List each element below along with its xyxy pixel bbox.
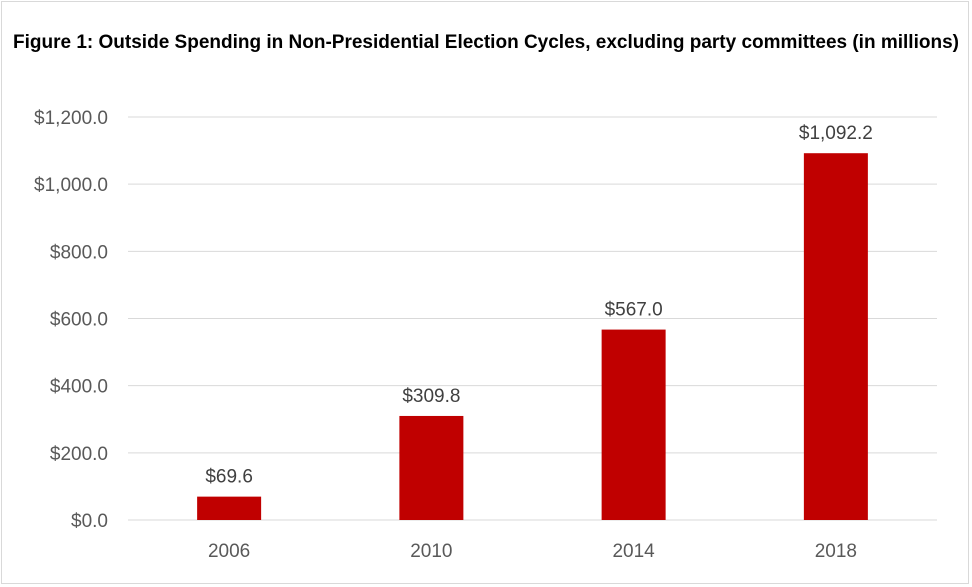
x-tick-label: 2018 [815, 541, 857, 562]
bar-2006 [197, 496, 262, 520]
y-tick-label: $600.0 [50, 310, 108, 331]
data-label: $567.0 [605, 300, 663, 321]
x-tick-label: 2010 [410, 541, 452, 562]
x-tick-label: 2014 [612, 541, 655, 562]
y-tick-label: $800.0 [50, 242, 108, 263]
y-tick-label: $200.0 [50, 444, 108, 465]
y-tick-label: $1,000.0 [34, 175, 108, 196]
y-tick-label: $400.0 [50, 377, 108, 398]
y-tick-label: $1,200.0 [34, 108, 108, 129]
x-tick-label: 2006 [208, 541, 250, 562]
chart-title: Figure 1: Outside Spending in Non-Presid… [13, 32, 959, 53]
bar-2014 [601, 329, 666, 520]
data-label: $1,092.2 [799, 123, 873, 144]
data-label: $309.8 [402, 386, 460, 407]
data-label: $69.6 [205, 467, 253, 488]
y-tick-label: $0.0 [71, 511, 108, 532]
bar-2018 [803, 153, 868, 521]
bar-2010 [399, 415, 464, 520]
